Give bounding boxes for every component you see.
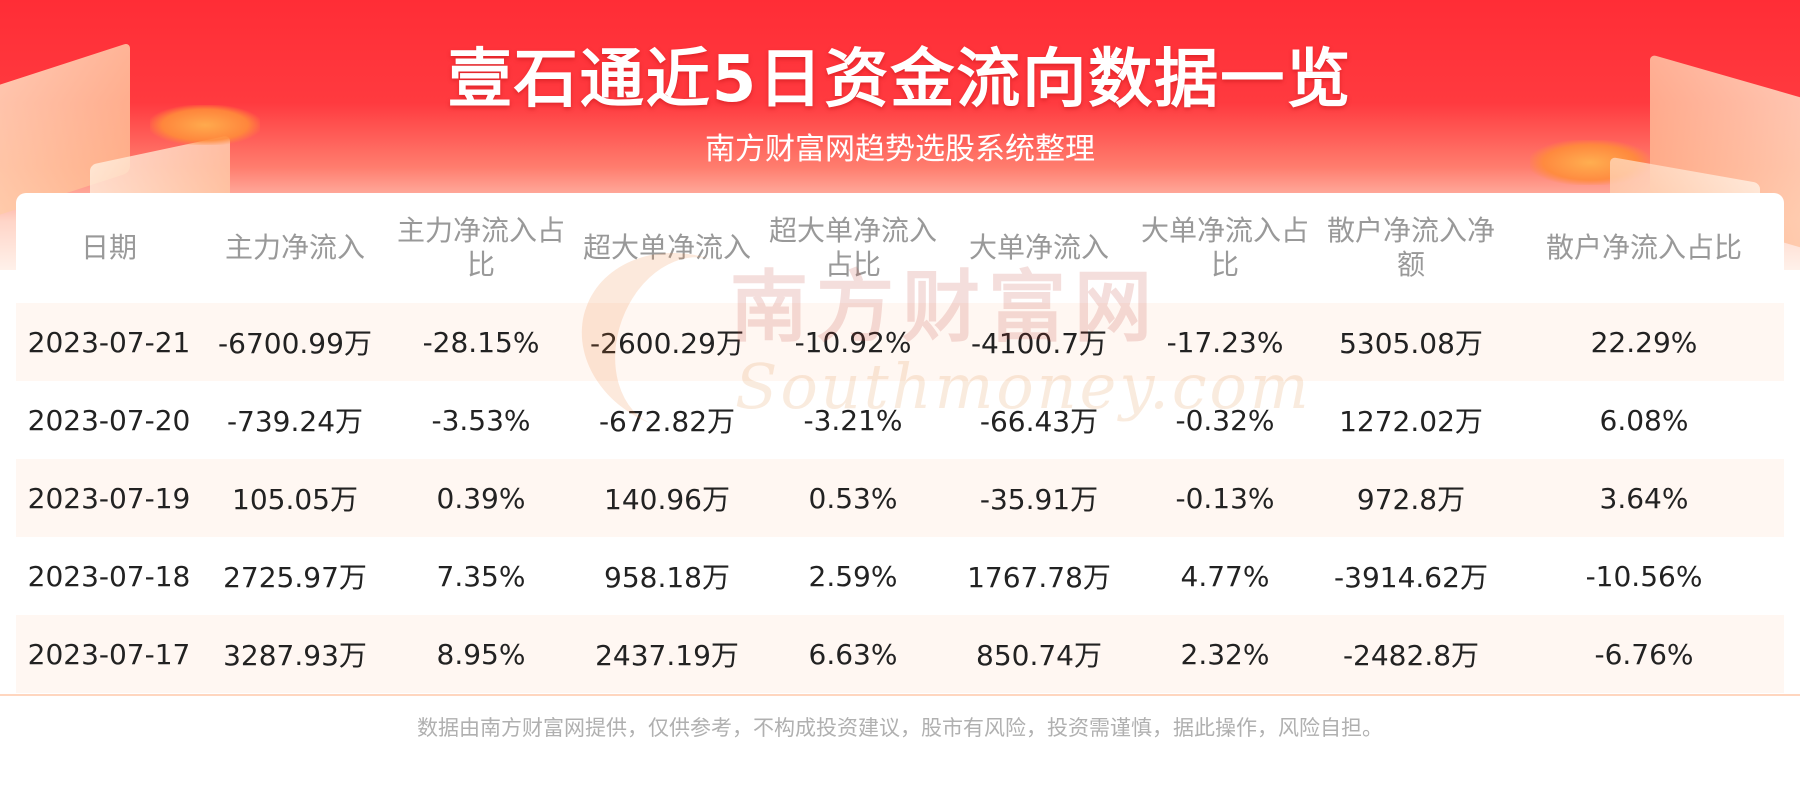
table-cell: -2482.8万 [1318,615,1504,693]
table-cell: 3287.93万 [202,615,388,693]
table-cell: -6700.99万 [202,303,388,381]
table-cell: -3.53% [388,381,574,459]
footer-divider [0,694,1800,696]
page-subtitle: 南方财富网趋势选股系统整理 [705,132,1095,167]
fund-flow-table: 日期 主力净流入 主力净流入占比 超大单净流入 超大单净流入占比 大单净流入 大… [16,193,1784,693]
table-row: 2023-07-19 105.05万 0.39% 140.96万 0.53% -… [16,459,1784,537]
table-cell: -6.76% [1504,615,1784,693]
table-header-row: 日期 主力净流入 主力净流入占比 超大单净流入 超大单净流入占比 大单净流入 大… [16,193,1784,303]
table-cell: 958.18万 [574,537,760,615]
table-cell: 8.95% [388,615,574,693]
table-cell: 2023-07-20 [16,381,202,459]
table-cell: 5305.08万 [1318,303,1504,381]
column-header: 主力净流入占比 [396,214,565,281]
table-cell: 2.32% [1132,615,1318,693]
table-cell: 7.35% [388,537,574,615]
table-row: 2023-07-17 3287.93万 8.95% 2437.19万 6.63%… [16,615,1784,693]
table-cell: 1767.78万 [946,537,1132,615]
table-cell: -3914.62万 [1318,537,1504,615]
table-cell: -672.82万 [574,381,760,459]
table-cell: 2023-07-19 [16,459,202,537]
table-cell: 105.05万 [202,459,388,537]
table-cell: -17.23% [1132,303,1318,381]
table-cell: 1272.02万 [1318,381,1504,459]
table-cell: -3.21% [760,381,946,459]
table-cell: -10.92% [760,303,946,381]
column-header: 大单净流入占比 [1140,214,1309,281]
table-cell: 850.74万 [946,615,1132,693]
table-cell: 3.64% [1504,459,1784,537]
table-cell: -739.24万 [202,381,388,459]
table-cell: 6.08% [1504,381,1784,459]
column-header: 超大单净流入 [582,231,751,264]
table-cell: -66.43万 [946,381,1132,459]
column-header: 散户净流入占比 [1545,231,1742,264]
column-header: 大单净流入 [968,231,1109,264]
data-card: 日期 主力净流入 主力净流入占比 超大单净流入 超大单净流入占比 大单净流入 大… [16,193,1784,693]
table-cell: 2.59% [760,537,946,615]
table-cell: 2023-07-17 [16,615,202,693]
table-cell: 2725.97万 [202,537,388,615]
column-header: 超大单净流入占比 [768,214,937,281]
table-row: 2023-07-20 -739.24万 -3.53% -672.82万 -3.2… [16,381,1784,459]
table-cell: 6.63% [760,615,946,693]
table-cell: -0.13% [1132,459,1318,537]
table-cell: -0.32% [1132,381,1318,459]
disclaimer-text: 数据由南方财富网提供，仅供参考，不构成投资建议，股市有风险，投资需谨慎，据此操作… [417,716,1383,740]
table-cell: 0.53% [760,459,946,537]
column-header: 日期 [80,231,137,264]
table-cell: -2600.29万 [574,303,760,381]
table-cell: 972.8万 [1318,459,1504,537]
table-cell: -35.91万 [946,459,1132,537]
table-cell: 140.96万 [574,459,760,537]
table-cell: 2023-07-18 [16,537,202,615]
column-header: 散户净流入净额 [1326,214,1495,281]
table-cell: 22.29% [1504,303,1784,381]
page-title: 壹石通近5日资金流向数据一览 [447,43,1353,117]
table-cell: -4100.7万 [946,303,1132,381]
table-cell: 2437.19万 [574,615,760,693]
table-row: 2023-07-18 2725.97万 7.35% 958.18万 2.59% … [16,537,1784,615]
column-header: 主力净流入 [224,231,365,264]
table-cell: 2023-07-21 [16,303,202,381]
table-cell: -28.15% [388,303,574,381]
table-cell: 0.39% [388,459,574,537]
table-row: 2023-07-21 -6700.99万 -28.15% -2600.29万 -… [16,303,1784,381]
table-cell: -10.56% [1504,537,1784,615]
table-cell: 4.77% [1132,537,1318,615]
